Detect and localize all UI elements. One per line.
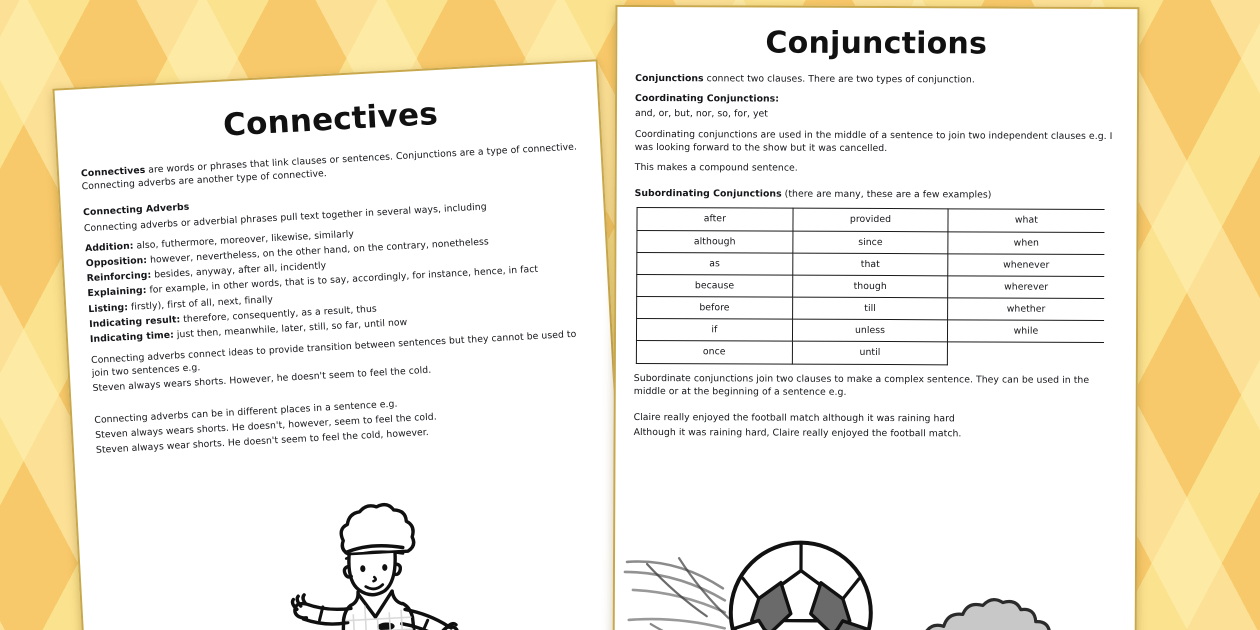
category-indicating-result-label: Indicating result: [88, 313, 181, 330]
category-listing-label: Listing: [88, 301, 129, 315]
table-row: after provided what [636, 207, 1105, 232]
category-indicating-time-label: Indicating time: [89, 329, 175, 345]
coordinating-conjunctions-heading: Coordinating Conjunctions: [635, 93, 780, 105]
table-cell: while [947, 320, 1104, 343]
table-cell: though [792, 275, 949, 298]
table-cell: whenever [948, 253, 1104, 277]
table-row: as that whenever [636, 252, 1104, 277]
page-title-connectives: Connectives [222, 95, 439, 144]
boy-illustration [229, 495, 488, 630]
category-reinforcing-label: Reinforcing: [86, 269, 152, 285]
conjunctions-example-2: Although it was raining hard, Claire rea… [633, 427, 962, 440]
coordinating-conjunctions-note: Coordinating conjunctions are used in th… [634, 128, 1113, 154]
table-row: once until [636, 340, 1104, 365]
category-explaining-label: Explaining: [87, 285, 147, 300]
table-row: if unless while [636, 318, 1104, 343]
table-row: before till whether [636, 296, 1104, 321]
table-cell: once [636, 340, 793, 364]
conjunctions-example-1: Claire really enjoyed the football match… [633, 411, 955, 425]
table-cell-empty [948, 342, 1104, 365]
conjunctions-intro-lead: Conjunctions [635, 72, 704, 85]
coordinating-conjunctions-list: and, or, but, nor, so, for, yet [634, 108, 769, 120]
table-cell: unless [792, 319, 948, 343]
page-title-conjunctions: Conjunctions [765, 25, 988, 62]
table-cell: provided [792, 208, 949, 232]
table-cell: wherever [948, 275, 1104, 299]
table-cell: when [948, 231, 1104, 255]
category-opposition-label: Opposition: [85, 254, 148, 270]
subordinate-closing-note: Subordinate conjunctions join two clause… [633, 372, 1090, 398]
table-cell: since [792, 230, 949, 254]
subordinating-conjunctions-table: after provided what although since when … [636, 207, 1105, 365]
table-cell: whether [947, 297, 1104, 321]
table-cell: that [792, 252, 949, 276]
conjunctions-intro-rest: connect two clauses. There are two types… [703, 73, 975, 86]
table-cell: what [948, 209, 1105, 232]
conjunctions-intro: Conjunctions connect two clauses. There … [635, 72, 1117, 87]
cloud-illustration [897, 572, 1112, 630]
table-cell: till [792, 297, 949, 321]
football-illustration [620, 528, 921, 630]
category-addition-label: Addition: [84, 240, 134, 254]
table-cell: until [792, 341, 948, 365]
worksheet-conjunctions[interactable]: Conjunctions Conjunctions connect two cl… [612, 4, 1140, 630]
compound-sentence-note: This makes a compound sentence. [634, 161, 798, 174]
table-cell: if [636, 318, 793, 342]
table-cell: after [636, 207, 793, 231]
table-cell: before [636, 296, 793, 320]
table-cell: although [636, 229, 793, 253]
table-row: although since when [636, 229, 1104, 255]
table-row: because though wherever [636, 274, 1104, 299]
subordinating-conjunctions-heading: Subordinating Conjunctions (there are ma… [635, 187, 1117, 202]
table-cell: as [636, 252, 793, 276]
table-cell: because [636, 274, 793, 298]
subordinating-conjunctions-heading-note: (there are many, these are a few example… [781, 188, 992, 201]
subordinating-conjunctions-heading-text: Subordinating Conjunctions [634, 188, 782, 200]
worksheet-connectives[interactable]: Connectives Connectives are words or phr… [52, 59, 631, 630]
